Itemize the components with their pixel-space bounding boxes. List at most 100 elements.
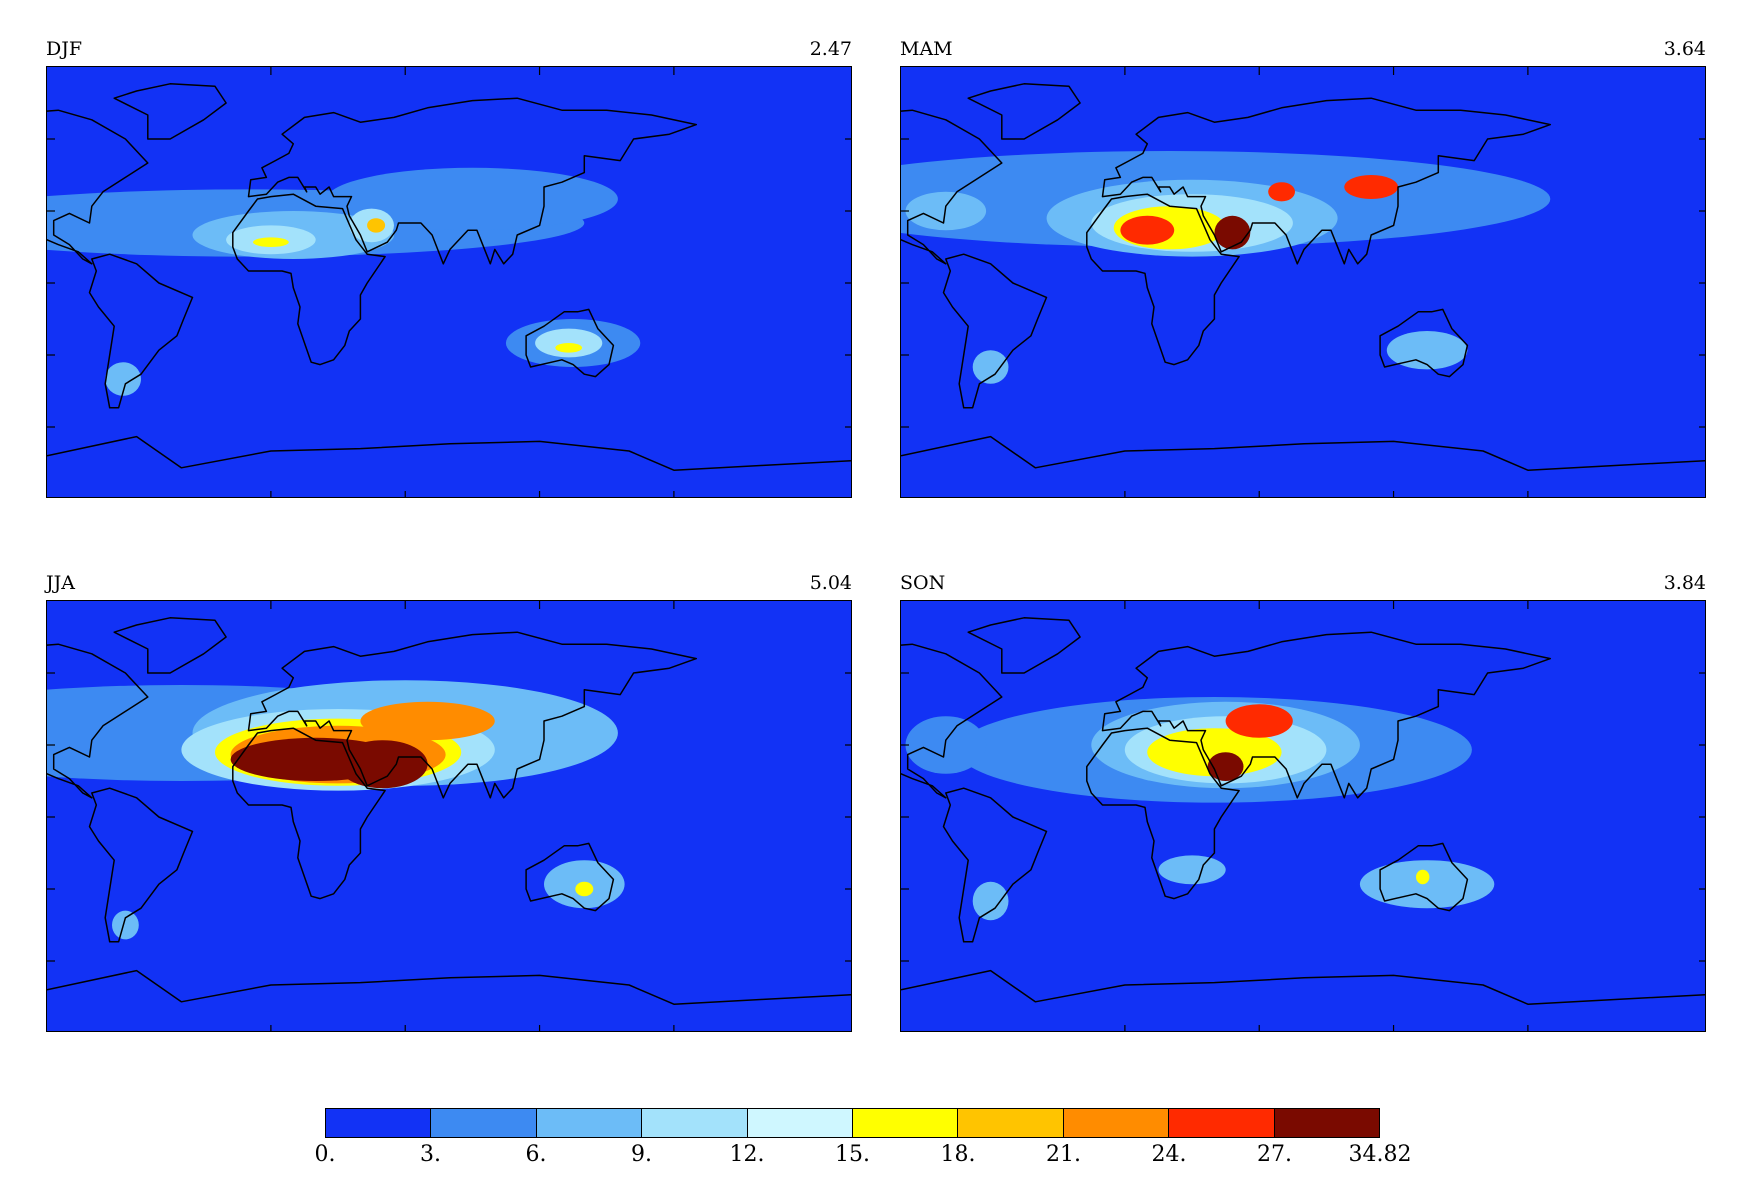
- panel-label: JJA: [46, 572, 75, 594]
- coastline-south-america: [942, 787, 1048, 943]
- contour-region: [1214, 215, 1251, 250]
- panel-value: 3.84: [1663, 572, 1706, 594]
- coastline-antarctica: [47, 435, 851, 471]
- colorbar-tick-label: 21.: [1046, 1142, 1081, 1167]
- coastline-australia: [525, 308, 615, 378]
- coastline-south-america: [88, 253, 194, 409]
- map-mam: [900, 66, 1706, 498]
- colorbar-tick-label: 6.: [525, 1142, 547, 1167]
- coastline-north-america: [901, 109, 1003, 265]
- contour-region: [1158, 855, 1226, 885]
- coastline-australia: [525, 842, 615, 912]
- contour-region: [1416, 869, 1430, 885]
- panel-value: 2.47: [809, 38, 852, 60]
- coastlines: [47, 83, 851, 471]
- contour-region: [535, 328, 603, 358]
- panel-label: MAM: [900, 38, 953, 60]
- colorbar-swatch: [958, 1109, 1064, 1137]
- coastline-greenland: [967, 83, 1081, 140]
- contour-field: [47, 167, 641, 396]
- colorbar: [325, 1108, 1380, 1138]
- panel-jja: JJA 5.04: [46, 572, 852, 1032]
- contour-region: [972, 881, 1009, 921]
- panel-djf: DJF 2.47: [46, 38, 852, 498]
- panel-son: SON 3.84: [900, 572, 1706, 1032]
- panel-label: DJF: [46, 38, 83, 60]
- colorbar-tick-label: 15.: [835, 1142, 870, 1167]
- contour-region: [253, 237, 289, 247]
- colorbar-tick-label: 24.: [1151, 1142, 1187, 1167]
- contour-region: [1386, 331, 1468, 370]
- coastline-europe-asia: [247, 631, 698, 799]
- panel-header: DJF 2.47: [46, 38, 852, 66]
- coastline-antarctica: [901, 969, 1705, 1005]
- panel-header: JJA 5.04: [46, 572, 852, 600]
- contour-region: [1225, 704, 1293, 738]
- coastline-africa: [232, 193, 386, 366]
- coastline-north-america: [47, 643, 149, 799]
- colorbar-swatch: [1274, 1109, 1380, 1137]
- panel-mam: MAM 3.64: [900, 38, 1706, 498]
- map-jja: [46, 600, 852, 1032]
- frame-ticks: [47, 601, 851, 1031]
- panel-value: 3.64: [1663, 38, 1706, 60]
- colorbar-swatch: [642, 1109, 748, 1137]
- contour-region: [575, 881, 594, 897]
- coastline-antarctica: [901, 435, 1705, 471]
- coastline-greenland: [113, 617, 227, 674]
- coastline-south-america: [942, 253, 1048, 409]
- contour-field: [901, 151, 1551, 384]
- coastline-north-america: [901, 643, 1003, 799]
- coastlines: [901, 83, 1705, 471]
- coastline-south-america: [88, 787, 194, 943]
- colorbar-tick-label: 27.: [1257, 1142, 1292, 1167]
- colorbar-tick-label: 9.: [631, 1142, 652, 1167]
- colorbar-tick-label: 12.: [729, 1142, 765, 1167]
- frame-ticks: [901, 67, 1705, 497]
- frame-ticks: [901, 601, 1705, 1031]
- contour-region: [1268, 182, 1295, 202]
- coastline-europe-asia: [1101, 97, 1552, 265]
- contour-region: [105, 362, 141, 396]
- coastline-australia: [1379, 308, 1469, 378]
- colorbar-swatch: [431, 1109, 537, 1137]
- map-background: [47, 601, 851, 1031]
- map-son: [900, 600, 1706, 1032]
- coastline-north-america: [47, 109, 149, 265]
- colorbar-swatch: [536, 1109, 643, 1137]
- colorbar-swatch: [747, 1109, 854, 1137]
- colorbar-swatch: [326, 1109, 432, 1137]
- panel-header: MAM 3.64: [900, 38, 1706, 66]
- contour-region: [112, 910, 139, 940]
- contour-region: [1344, 175, 1399, 199]
- colorbar-tick-label: 0.: [314, 1142, 336, 1167]
- coastline-europe-asia: [247, 97, 698, 265]
- colorbar-tick-label: 34.82: [1348, 1142, 1412, 1167]
- coastline-greenland: [113, 83, 227, 140]
- map-background: [47, 67, 851, 497]
- panel-header: SON 3.84: [900, 572, 1706, 600]
- coastline-africa: [1086, 193, 1240, 366]
- coastlines: [47, 617, 851, 1005]
- coastlines: [901, 617, 1705, 1005]
- frame-ticks: [47, 67, 851, 497]
- contour-region: [367, 218, 386, 233]
- coastline-africa: [232, 727, 386, 900]
- panel-value: 5.04: [809, 572, 852, 594]
- contour-region: [1120, 215, 1175, 245]
- colorbar-swatch: [1063, 1109, 1170, 1137]
- coastline-antarctica: [47, 969, 851, 1005]
- colorbar-swatch: [853, 1109, 959, 1137]
- contour-region: [338, 740, 428, 789]
- contour-region: [326, 167, 618, 231]
- map-background: [901, 67, 1705, 497]
- colorbar-tick-label: 18.: [940, 1142, 976, 1167]
- coastline-africa: [1086, 727, 1240, 900]
- panel-label: SON: [900, 572, 946, 594]
- coastline-greenland: [967, 617, 1081, 674]
- colorbar-labels: 0. 3. 6. 9. 12. 15. 18. 21. 24. 27. 34.82: [315, 1142, 1412, 1170]
- contour-region: [555, 343, 583, 353]
- map-background: [901, 601, 1705, 1031]
- map-djf: [46, 66, 852, 498]
- contour-region: [360, 701, 495, 741]
